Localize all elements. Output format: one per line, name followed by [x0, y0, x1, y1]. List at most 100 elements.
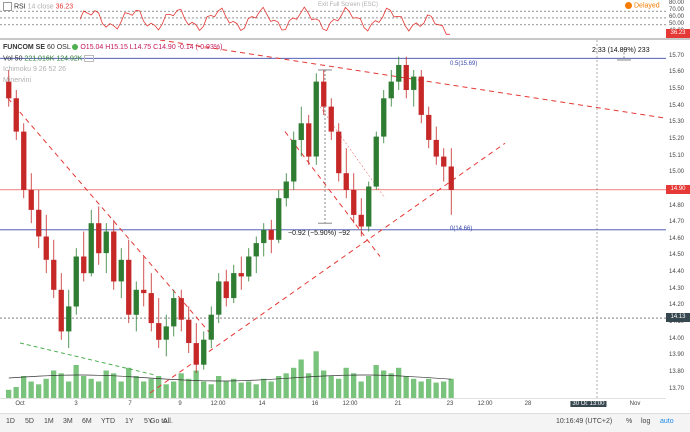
ichimoku-legend: Ichimoku 9 26 52 26: [3, 66, 67, 73]
delayed-label: Delayed: [634, 2, 660, 10]
volume-bar: [208, 384, 214, 399]
ohlc-values: O15.04 H15.15 L14.75 C14.90 -0.14 (-0.93…: [80, 44, 223, 51]
volume-bar: [171, 381, 177, 398]
time-axis-label: 23: [446, 401, 454, 407]
time-axis-label: 28: [524, 401, 532, 407]
candle-body: [261, 229, 267, 244]
volume-bar: [6, 389, 12, 399]
volume-bar: [268, 381, 274, 398]
rsi-pane[interactable]: RSI 14 close 36.23 Exit Full Screen (ESC…: [0, 0, 666, 37]
volume-bar: [403, 376, 409, 398]
auto-toggle[interactable]: auto: [660, 418, 674, 425]
price-axis-label: 15.00: [669, 169, 685, 176]
price-axis-label: 14.70: [669, 219, 685, 226]
main-chart-pane[interactable]: FUNCOM SE 60 OSL O15.04 H15.15 L14.75 C1…: [0, 39, 667, 399]
candle-body: [51, 259, 57, 290]
price-axis-label: 13.70: [669, 385, 685, 392]
volume-bar: [216, 376, 222, 398]
rsi-plot: [0, 6, 666, 35]
delayed-indicator: Delayed: [625, 2, 660, 9]
time-axis-label: 21: [394, 401, 402, 407]
volume-bar: [396, 367, 402, 399]
range-button-5d[interactable]: 5D: [25, 418, 34, 425]
candle-body: [66, 306, 72, 332]
time-axis-label: 12:00: [342, 401, 358, 407]
range-button-1d[interactable]: 1D: [6, 418, 15, 425]
rsi-line: [79, 6, 450, 35]
candle-body: [163, 326, 169, 340]
vol-label: Vol 50: [3, 55, 23, 63]
volume-bar: [66, 381, 72, 398]
time-axis-label: 12:00: [477, 401, 493, 407]
rsi-axis-label: 70.00: [669, 7, 685, 14]
volume-bar: [21, 376, 27, 398]
candle-body: [96, 223, 102, 254]
log-toggle[interactable]: log: [641, 418, 651, 425]
level-price-tag: 14.13: [666, 313, 690, 323]
range-button-3m[interactable]: 3M: [63, 418, 73, 425]
candle-body: [28, 189, 34, 210]
time-axis-label: 9: [178, 401, 182, 407]
volume-bar: [141, 381, 147, 398]
exit-fullscreen-button[interactable]: Exit Full Screen (ESC): [318, 2, 379, 8]
range-button-1m[interactable]: 1M: [44, 418, 54, 425]
volume-bar: [343, 367, 349, 399]
candle-body: [111, 231, 117, 282]
candle-body: [118, 259, 124, 282]
pane-separator[interactable]: [0, 38, 690, 40]
time-axis-label: 3: [74, 401, 78, 407]
volume-bar: [58, 373, 64, 399]
price-axis[interactable]: 15.70 15.60 15.50 15.40 15.30 15.20 15.10 15.00…: [666, 40, 690, 398]
time-axis-label: 13:00: [587, 401, 607, 407]
volume-bar: [111, 373, 117, 399]
price-axis-label: 14.60: [669, 235, 685, 242]
volume-bar: [73, 365, 79, 398]
candle-body: [411, 76, 417, 90]
candle-body: [426, 114, 432, 140]
vol-settings-icon[interactable]: [84, 55, 95, 62]
candle-body: [216, 281, 222, 315]
trendline-down-left: [7, 97, 211, 334]
volume-bar: [103, 370, 109, 398]
candle-body: [133, 289, 139, 315]
time-axis-label: 16: [311, 401, 319, 407]
price-axis-label: 14.10: [669, 319, 685, 326]
candle-body: [148, 293, 154, 324]
volume-bar: [441, 381, 447, 398]
candle-body: [223, 281, 229, 299]
measure-down-label: −0.92 (−5.90%) −92: [288, 230, 351, 237]
price-axis-label: 15.60: [669, 69, 685, 76]
candle-body: [433, 139, 439, 157]
volume-bar: [28, 381, 34, 398]
range-button-ytd[interactable]: YTD: [101, 418, 115, 425]
volume-trend-line: [19, 342, 156, 376]
volume-bar: [418, 381, 424, 398]
volume-bar: [283, 373, 289, 399]
goto-button[interactable]: Go to...: [150, 418, 173, 425]
volume-bar: [336, 378, 342, 399]
candle-body: [238, 273, 244, 277]
price-axis-label: 14.40: [669, 269, 685, 276]
current-price-tag: 14.90: [666, 184, 690, 194]
collapse-icon[interactable]: [3, 2, 12, 11]
volume-bar: [201, 381, 207, 398]
candle-body: [388, 81, 394, 99]
candle-body: [186, 319, 192, 343]
range-button-6m[interactable]: 6M: [82, 418, 92, 425]
range-button-5y[interactable]: 5Y: [144, 418, 153, 425]
price-axis-label: 15.70: [669, 52, 685, 59]
range-button-1y[interactable]: 1Y: [125, 418, 134, 425]
percent-toggle[interactable]: %: [626, 418, 633, 425]
market-status-icon: [72, 44, 79, 51]
price-axis-label: 15.30: [669, 119, 685, 126]
candle-body: [103, 231, 109, 254]
candle-body: [343, 173, 349, 190]
volume-legend: Vol 50 221.016K 124.92K: [3, 55, 95, 63]
time-axis[interactable]: Oct 3 7 9 12:00 14 16 12:00 21 23 12:00 28 30 Oct '1…: [0, 398, 666, 413]
range-button-all[interactable]: All: [163, 418, 171, 425]
minervini-legend: Minervini: [3, 77, 32, 84]
symbol-name[interactable]: FUNCOM SE: [3, 44, 45, 51]
volume-bar: [13, 387, 19, 398]
time-axis-label: 7: [128, 401, 132, 407]
